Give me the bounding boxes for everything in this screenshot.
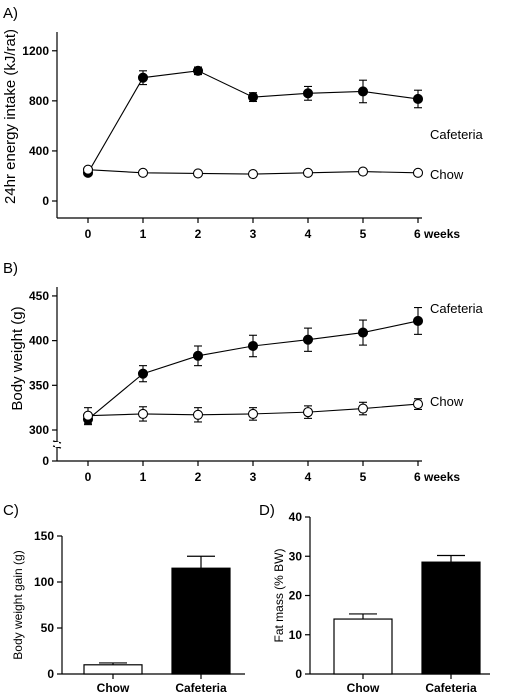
data-point-filled	[412, 315, 424, 327]
y-axis-label: Body weight gain (g)	[11, 550, 25, 659]
y-tick-label: 0	[42, 454, 49, 468]
x-tick-label: 5	[360, 470, 367, 484]
bar-cafeteria	[421, 561, 481, 675]
y-tick-label: 0	[47, 667, 54, 681]
y-tick-label: 1200	[22, 44, 49, 58]
y-tick-label: 400	[29, 334, 49, 348]
x-tick-label: 2	[195, 227, 202, 241]
y-tick-label: 350	[29, 378, 49, 392]
y-tick-label: 100	[34, 575, 54, 589]
data-point-open	[412, 399, 424, 410]
data-point-filled	[357, 327, 369, 338]
data-point-open	[302, 407, 314, 418]
x-tick-label: 3	[250, 227, 257, 241]
x-tick-label: 2	[195, 470, 202, 484]
data-point-open	[357, 403, 369, 414]
x-tick-label: 4	[305, 227, 312, 241]
panel-label: A)	[3, 5, 18, 22]
data-point-open	[247, 408, 259, 419]
data-point-open	[82, 164, 94, 175]
series-label: Chow	[430, 394, 464, 409]
y-tick-label: 450	[29, 289, 49, 303]
data-point-open	[137, 167, 149, 178]
y-axis-label: Body weight (g)	[9, 306, 26, 410]
series-label: Chow	[430, 167, 464, 182]
x-tick-label: Cafeteria	[175, 681, 227, 694]
data-point-open	[302, 167, 314, 178]
series-label: Cafeteria	[430, 127, 484, 142]
data-point-filled	[247, 340, 259, 352]
data-point-filled	[137, 368, 149, 379]
bar-chow	[83, 664, 143, 675]
y-tick-label: 10	[289, 628, 303, 642]
bar-chow	[333, 618, 393, 675]
data-point-open	[137, 408, 149, 419]
y-axis-label: 24hr energy intake (kJ/rat)	[2, 29, 19, 204]
y-axis-label: Fat mass (% BW)	[272, 548, 286, 642]
data-point-filled	[302, 88, 314, 99]
y-tick-label: 800	[29, 94, 49, 108]
panel-label: D)	[259, 502, 275, 519]
axis-break-gap	[55, 442, 59, 447]
data-point-filled	[192, 350, 204, 361]
x-tick-label: 5	[360, 227, 367, 241]
data-point-filled	[247, 92, 259, 103]
x-tick-label: Chow	[97, 681, 130, 694]
x-tick-label: 3	[250, 470, 257, 484]
series-line	[87, 70, 419, 174]
x-tick-label: 1	[140, 227, 147, 241]
y-tick-label: 0	[42, 194, 49, 208]
data-point-open	[192, 409, 204, 420]
panel-label: C)	[3, 502, 19, 519]
y-tick-label: 30	[289, 549, 303, 563]
data-point-filled	[137, 72, 149, 83]
panel-label: B)	[3, 260, 18, 277]
data-point-filled	[302, 334, 314, 345]
bar-cafeteria	[171, 567, 231, 675]
y-tick-label: 300	[29, 423, 49, 437]
y-tick-label: 400	[29, 144, 49, 158]
y-tick-label: 20	[289, 589, 303, 603]
data-point-open	[247, 169, 259, 180]
data-point-filled	[357, 86, 369, 97]
data-point-filled	[192, 65, 204, 76]
data-point-open	[412, 167, 424, 178]
x-tick-label: 0	[85, 227, 92, 241]
x-tick-label: Chow	[347, 681, 380, 694]
data-point-open	[82, 410, 94, 421]
x-tick-label: 6 weeks	[414, 227, 460, 241]
x-tick-label: 0	[85, 470, 92, 484]
series-label: Cafeteria	[430, 301, 484, 316]
y-tick-label: 0	[295, 667, 302, 681]
data-point-open	[192, 168, 204, 179]
y-tick-label: 40	[289, 510, 303, 524]
x-tick-label: 4	[305, 470, 312, 484]
y-tick-label: 150	[34, 529, 54, 543]
x-tick-label: Cafeteria	[425, 681, 477, 694]
data-point-open	[357, 166, 369, 177]
x-tick-label: 1	[140, 470, 147, 484]
x-tick-label: 6 weeks	[414, 470, 460, 484]
data-point-filled	[412, 93, 424, 105]
y-tick-label: 50	[41, 621, 55, 635]
